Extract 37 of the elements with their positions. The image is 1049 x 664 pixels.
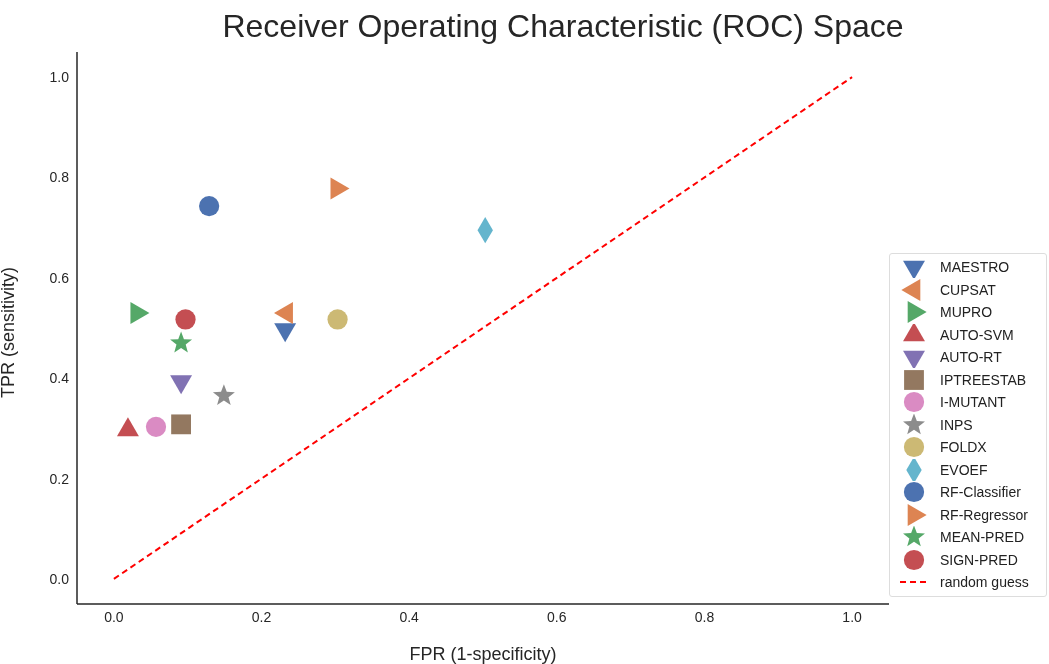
x-tick-label: 0.8 (694, 608, 715, 625)
legend-label: RF-Regressor (940, 506, 1028, 523)
x-tick-label: 1.0 (842, 608, 863, 625)
y-tick-label: 0.4 (49, 370, 70, 387)
point (199, 195, 220, 217)
point (175, 309, 196, 330)
legend-label: AUTO-SVM (940, 326, 1014, 343)
legend-label: MEAN-PRED (940, 529, 1025, 546)
legend-label: EVOEF (940, 461, 988, 478)
point (327, 309, 348, 330)
legend-label: IPTREESTAB (940, 371, 1027, 388)
legend-label: random guess (940, 574, 1029, 591)
x-tick-label: 0.2 (251, 608, 272, 625)
y-tick-label: 1.0 (49, 69, 70, 86)
y-tick-label: 0.2 (49, 470, 70, 487)
legend-label: MAESTRO (940, 259, 1010, 276)
y-tick-label: 0.8 (49, 169, 70, 186)
x-tick-label: 0.6 (547, 608, 567, 625)
legend-label: FOLDX (940, 439, 987, 456)
chart-title: Receiver Operating Characteristic (ROC) Space (221, 8, 905, 45)
legend-label: INPS (940, 416, 973, 433)
legend-label: MUPRO (940, 304, 993, 321)
legend-label: RF-Classifier (940, 484, 1021, 501)
point (145, 416, 167, 437)
x-axis-title: FPR (1-specificity) (409, 644, 557, 664)
y-axis-title: TPR (sensitivity) (0, 266, 19, 398)
point (212, 384, 235, 406)
legend-label: AUTO-RT (940, 349, 1002, 366)
point (171, 414, 191, 435)
x-tick-label: 0.4 (399, 608, 420, 625)
y-tick-label: 0.6 (49, 269, 70, 286)
legend-label: CUPSAT (940, 281, 996, 298)
x-tick-label: 0.0 (104, 608, 124, 625)
legend-label: I-MUTANT (940, 394, 1006, 411)
legend-label: SIGN-PRED (940, 551, 1018, 568)
point (170, 331, 193, 353)
y-tick-label: 0.0 (49, 570, 70, 587)
